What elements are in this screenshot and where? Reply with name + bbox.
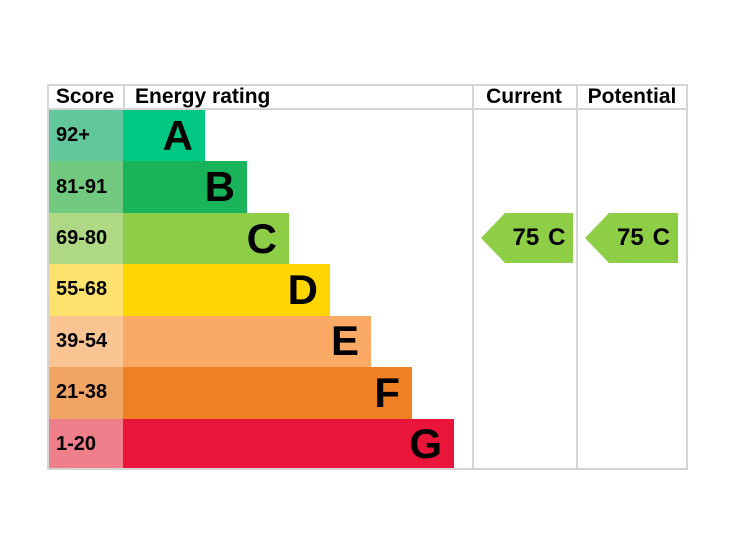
band-row-c: 69-80 C — [47, 212, 688, 265]
band-bar-g: G — [123, 418, 454, 470]
table-left-border — [47, 84, 49, 470]
band-bar-d: D — [123, 264, 330, 316]
score-range-b: 81-91 — [47, 161, 123, 213]
current-rating-value: 75 — [512, 224, 540, 251]
score-range-e: 39-54 — [47, 315, 123, 368]
band-bar-c: C — [123, 212, 289, 265]
energy-rating-column-header: Energy rating — [135, 85, 271, 108]
band-row-d: 55-68 D — [47, 264, 688, 316]
score-range-a: 92+ — [47, 110, 123, 162]
rating-current-divider — [472, 84, 474, 470]
score-range-g: 1-20 — [47, 418, 123, 470]
table-right-border — [686, 84, 688, 470]
band-row-f: 21-38 F — [47, 367, 688, 419]
header-underline — [47, 108, 688, 110]
score-rating-divider — [123, 84, 125, 110]
table-header-row: Score Energy rating Current Potential — [47, 84, 688, 110]
band-row-a: 92+ A — [47, 110, 688, 162]
score-range-c: 69-80 — [47, 212, 123, 265]
table-bottom-border — [47, 468, 688, 470]
band-bar-a: A — [123, 110, 205, 162]
score-range-d: 55-68 — [47, 264, 123, 316]
band-bar-e: E — [123, 315, 371, 368]
table-top-border — [47, 84, 688, 86]
band-bar-b: B — [123, 161, 247, 213]
score-column-header: Score — [55, 85, 115, 108]
current-column-header: Current — [486, 85, 562, 108]
potential-rating-value: 75 — [616, 224, 644, 251]
current-rating-band: C — [548, 224, 566, 251]
band-row-b: 81-91 B — [47, 161, 688, 213]
current-rating-arrow: 75 C — [481, 213, 573, 263]
current-potential-divider — [576, 84, 578, 470]
potential-column-header: Potential — [587, 85, 677, 108]
epc-table: Score Energy rating Current Potential 92… — [47, 84, 688, 470]
score-range-f: 21-38 — [47, 367, 123, 419]
potential-rating-band: C — [652, 224, 671, 251]
band-row-e: 39-54 E — [47, 315, 688, 368]
band-rows: 92+ A 81-91 B 69-80 C 55-68 D 39-54 E 21… — [47, 110, 688, 470]
potential-rating-arrow: 75 C — [585, 213, 678, 263]
band-bar-f: F — [123, 367, 412, 419]
band-row-g: 1-20 G — [47, 418, 688, 470]
